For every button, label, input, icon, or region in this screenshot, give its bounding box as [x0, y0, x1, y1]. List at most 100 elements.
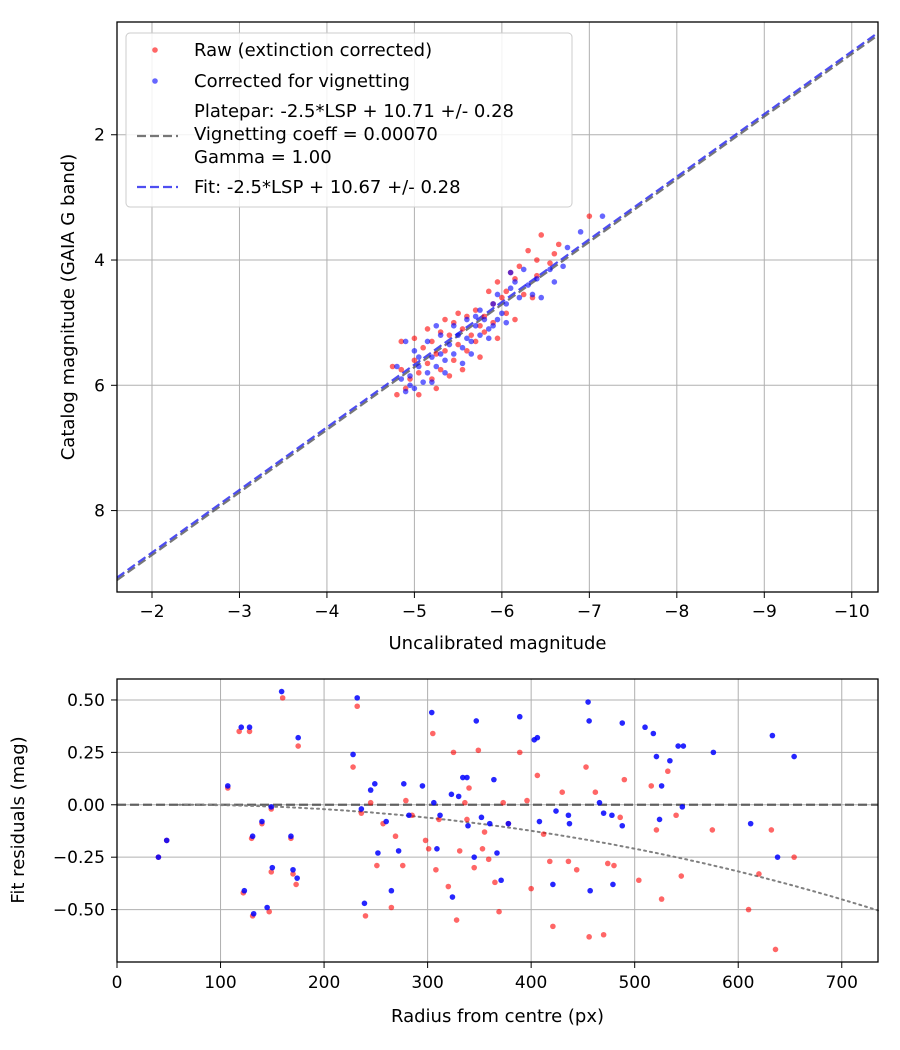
corrected-residual-point — [609, 812, 615, 819]
raw-point — [477, 354, 483, 360]
corrected-residual-point — [667, 757, 673, 764]
raw-point — [411, 335, 418, 342]
corrected-point — [446, 341, 453, 348]
corrected-point — [464, 335, 470, 342]
bottom-points — [155, 688, 797, 953]
corrected-residual-point — [550, 881, 556, 888]
corrected-point — [450, 351, 457, 357]
raw-residual-point — [481, 829, 488, 835]
raw-point — [464, 348, 470, 354]
raw-point — [420, 344, 426, 351]
legend-raw-marker — [152, 47, 158, 53]
top-y-tick-label: 2 — [94, 126, 105, 146]
raw-residual-point — [466, 785, 472, 791]
raw-point — [459, 366, 466, 373]
raw-residual-point — [528, 885, 534, 892]
corrected-point — [415, 363, 422, 370]
corrected-point — [459, 360, 466, 367]
top-ticks: −2 −3 −4 −5 −6 −7 −8 −9 −10 2 4 6 8 — [94, 126, 870, 622]
top-plot-frame — [116, 21, 879, 593]
corrected-residual-point — [224, 783, 231, 789]
raw-residual-point — [559, 789, 566, 795]
bottom-x-tick-label: 0 — [112, 973, 123, 993]
corrected-point — [429, 354, 435, 360]
legend-fit-label: Fit: -2.5*LSP + 10.67 +/- 0.28 — [194, 177, 461, 198]
corrected-point — [551, 279, 558, 285]
corrected-residual-point — [278, 688, 285, 695]
corrected-point — [494, 291, 501, 298]
raw-point — [494, 335, 501, 342]
corrected-residual-point — [498, 877, 504, 884]
raw-point — [503, 310, 510, 317]
raw-residual-point — [374, 862, 380, 869]
corrected-point — [525, 282, 531, 288]
raw-residual-point — [266, 908, 273, 915]
corrected-residual-point — [350, 751, 356, 758]
raw-residual-point — [462, 799, 468, 806]
corrected-residual-point — [372, 781, 378, 787]
raw-residual-point — [673, 812, 679, 819]
corrected-residual-point — [295, 734, 301, 741]
corrected-point — [415, 354, 422, 360]
corrected-residual-point — [437, 812, 443, 819]
corrected-point — [529, 291, 536, 298]
raw-point — [455, 341, 461, 348]
top-x-tick-label: −10 — [834, 602, 870, 622]
bottom-x-axis-label: Radius from centre (px) — [391, 1006, 604, 1027]
raw-point — [415, 369, 422, 376]
raw-residual-point — [745, 906, 752, 913]
bottom-ticks: 0 100 200 300 400 500 600 700 0.50 0.25 0.00 −0.25 −… — [53, 691, 858, 993]
vignetting-curve — [178, 803, 879, 912]
corrected-residual-point — [434, 846, 440, 852]
corrected-residual-point — [505, 820, 512, 827]
corrected-point — [468, 351, 475, 357]
corrected-point — [464, 316, 470, 323]
bottom-reference-lines — [117, 803, 879, 912]
top-x-tick-label: −7 — [577, 602, 602, 622]
corrected-residual-point — [395, 848, 402, 854]
bottom-x-tick-label: 700 — [826, 973, 858, 993]
raw-residual-point — [293, 881, 299, 888]
raw-residual-point — [429, 730, 436, 737]
corrected-residual-point — [419, 783, 426, 789]
corrected-point — [424, 369, 431, 376]
raw-residual-point — [573, 866, 580, 873]
raw-point — [389, 363, 396, 370]
corrected-residual-point — [246, 724, 253, 731]
corrected-point — [433, 363, 440, 370]
raw-residual-point — [290, 871, 296, 877]
raw-residual-point — [354, 703, 361, 710]
corrected-point — [433, 322, 440, 329]
raw-point — [394, 391, 400, 398]
corrected-point — [402, 338, 409, 345]
raw-residual-point — [565, 858, 572, 865]
corrected-residual-point — [596, 799, 603, 806]
top-y-tick-label: 4 — [94, 251, 105, 271]
corrected-residual-point — [163, 837, 170, 844]
top-chart: −2 −3 −4 −5 −6 −7 −8 −9 −10 2 4 6 8 Uncalibrated mag… — [58, 21, 879, 654]
corrected-point — [538, 294, 545, 301]
corrected-residual-point — [471, 854, 478, 860]
corrected-residual-point — [269, 864, 276, 871]
legend-platepar-line2: Vignetting coeff = 0.00070 — [194, 124, 438, 145]
raw-residual-point — [611, 862, 617, 869]
corrected-point — [450, 322, 457, 329]
raw-point — [424, 360, 431, 367]
raw-residual-point — [636, 877, 642, 884]
corrected-point — [472, 313, 479, 320]
raw-point — [586, 213, 593, 219]
corrected-residual-point — [536, 818, 543, 825]
corrected-residual-point — [455, 793, 462, 800]
corrected-residual-point — [375, 850, 381, 856]
corrected-point — [577, 229, 584, 235]
raw-residual-point — [658, 896, 665, 902]
raw-point — [446, 373, 453, 379]
corrected-residual-point — [494, 850, 500, 856]
corrected-residual-point — [431, 799, 437, 806]
corrected-residual-point — [747, 820, 754, 827]
corrected-residual-point — [383, 818, 389, 825]
corrected-residual-point — [642, 724, 648, 731]
raw-residual-point — [392, 833, 399, 840]
bottom-y-axis-label: Fit residuals (mag) — [8, 736, 29, 903]
raw-residual-point — [479, 846, 486, 852]
